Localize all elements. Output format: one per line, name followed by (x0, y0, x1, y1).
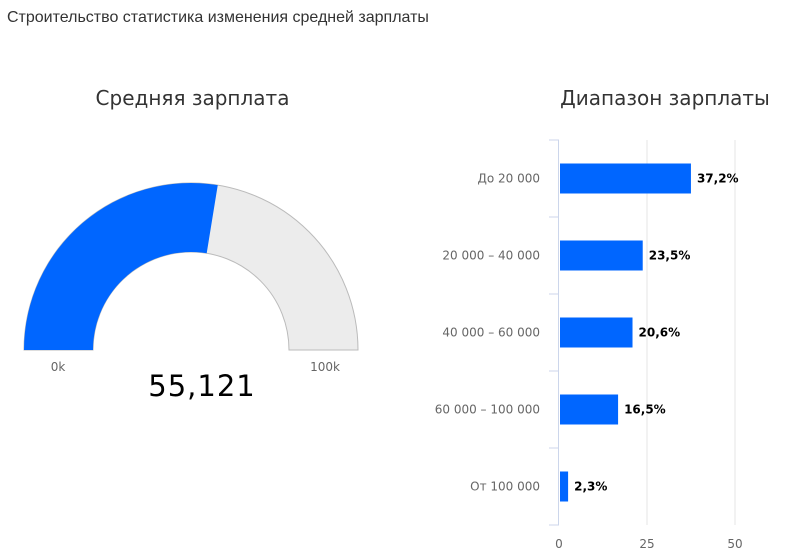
x-tick-label: 25 (639, 537, 654, 551)
x-tick-label: 0 (555, 537, 563, 551)
data-label: 37,2% (697, 172, 739, 186)
category-label: 20 000 – 40 000 (442, 249, 540, 263)
x-tick-label: 50 (727, 537, 742, 551)
gauge-value: 55,121 (148, 369, 255, 403)
category-label: От 100 000 (470, 480, 540, 494)
gauge-min-label: 0k (51, 360, 66, 374)
bar (560, 394, 619, 425)
bar (560, 240, 643, 271)
bar-chart-category-labels: До 20 000 20 000 – 40 000 40 000 – 60 000 6… (435, 172, 540, 494)
gauge-fill (24, 182, 218, 350)
bar-chart-x-ticks: 0 25 50 (555, 537, 742, 551)
bar-chart-grid (646, 140, 736, 525)
gauge-chart: 0k 100k 55,121 (23, 182, 359, 403)
category-label: 60 000 – 100 000 (435, 403, 540, 417)
bar-chart-title: Диапазон зарплаты (560, 86, 770, 110)
bar (560, 317, 633, 348)
data-label: 20,6% (639, 326, 681, 340)
bar-chart-value-labels: 37,2% 23,5% 20,6% 16,5% 2,3% (574, 172, 738, 494)
bar-chart-axis (549, 139, 559, 526)
bar (560, 163, 691, 194)
bar (560, 471, 569, 502)
bar-chart: До 20 000 20 000 – 40 000 40 000 – 60 000 6… (435, 139, 743, 551)
data-label: 2,3% (574, 480, 607, 494)
gauge-chart-title: Средняя зарплата (95, 86, 290, 110)
bar-chart-bars (560, 163, 691, 502)
data-label: 16,5% (624, 403, 666, 417)
gauge-max-label: 100k (310, 360, 340, 374)
category-label: 40 000 – 60 000 (442, 326, 540, 340)
data-label: 23,5% (649, 249, 691, 263)
category-label: До 20 000 (477, 172, 540, 186)
page-title: Строительство статистика изменения средн… (7, 9, 429, 26)
